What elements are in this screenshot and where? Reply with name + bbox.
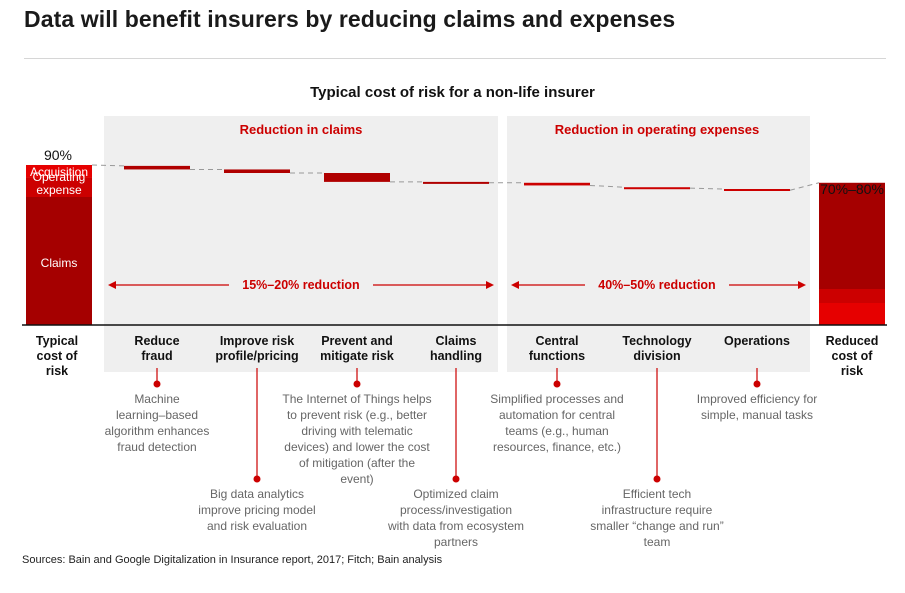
category-label: Claims handling bbox=[430, 334, 482, 363]
segment-label: Operating expense bbox=[33, 170, 86, 197]
step-bar bbox=[224, 169, 290, 173]
arrow-head-left bbox=[511, 281, 519, 289]
headline: Data will benefit insurers by reducing c… bbox=[24, 6, 676, 32]
annotation-dot bbox=[153, 380, 161, 388]
annotation-note: Simplified processes and automation for c… bbox=[490, 392, 623, 454]
arrow-head-right bbox=[486, 281, 494, 289]
annotation-dot bbox=[553, 380, 561, 388]
annotation-note: Big data analytics improve pricing model a… bbox=[198, 487, 315, 533]
annotation-note: Machine learning–based algorithm enhances f… bbox=[105, 392, 210, 454]
end-value-label: 70%–80% bbox=[820, 181, 884, 197]
category-label: Reduce fraud bbox=[134, 334, 179, 363]
step-bar bbox=[624, 187, 690, 190]
start-bar-segment bbox=[26, 197, 92, 325]
group-panel-2 bbox=[507, 116, 810, 372]
connector-line bbox=[789, 182, 820, 191]
category-label: Operations bbox=[724, 334, 790, 348]
connector-line bbox=[689, 187, 725, 190]
annotation-note: The Internet of Things helps to prevent r… bbox=[282, 392, 431, 486]
end-bar-acquisition bbox=[819, 303, 885, 325]
divider bbox=[24, 58, 886, 59]
category-label: Reduced cost of risk bbox=[826, 334, 879, 378]
group-panel-1 bbox=[104, 116, 498, 372]
end-bar-opex bbox=[819, 289, 885, 303]
end-bar-claims bbox=[819, 182, 885, 289]
category-label: Prevent and mitigate risk bbox=[320, 334, 394, 363]
annotation-dot bbox=[253, 475, 261, 483]
annotation-note: Optimized claim process/investigation with… bbox=[387, 487, 524, 549]
category-label: Typical cost of risk bbox=[36, 334, 78, 378]
category-label: Central functions bbox=[529, 334, 585, 363]
range-label: 15%–20% reduction bbox=[242, 278, 359, 292]
connector-line bbox=[589, 184, 625, 188]
annotation-note: Improved efficiency for simple, manual ta… bbox=[697, 392, 818, 422]
annotation-dot bbox=[653, 475, 661, 483]
step-bar bbox=[124, 165, 190, 170]
annotation-dot bbox=[753, 380, 761, 388]
start-value-label: 90% bbox=[44, 147, 72, 163]
chart-title: Typical cost of risk for a non-life insu… bbox=[310, 84, 595, 101]
category-label: Technology division bbox=[622, 334, 691, 363]
category-label: Improve risk profile/pricing bbox=[215, 334, 298, 363]
step-bar bbox=[524, 182, 590, 186]
range-label: 40%–50% reduction bbox=[598, 278, 715, 292]
arrow-head-left bbox=[108, 281, 116, 289]
step-bar bbox=[423, 181, 489, 184]
step-bar bbox=[324, 173, 390, 182]
start-bar-segment bbox=[26, 177, 92, 197]
annotation-dot bbox=[353, 380, 361, 388]
source-note: Sources: Bain and Google Digitalization … bbox=[22, 554, 443, 566]
segment-label: Claims bbox=[41, 256, 78, 270]
annotation-dot bbox=[452, 475, 460, 483]
arrow-head-right bbox=[798, 281, 806, 289]
group-label: Reduction in operating expenses bbox=[555, 122, 759, 137]
annotation-note: Efficient tech infrastructure require smal… bbox=[590, 487, 723, 549]
start-bar-segment bbox=[26, 165, 92, 178]
segment-label: Acquisition bbox=[30, 165, 88, 179]
step-bar bbox=[724, 189, 790, 191]
group-label: Reduction in claims bbox=[240, 122, 363, 137]
